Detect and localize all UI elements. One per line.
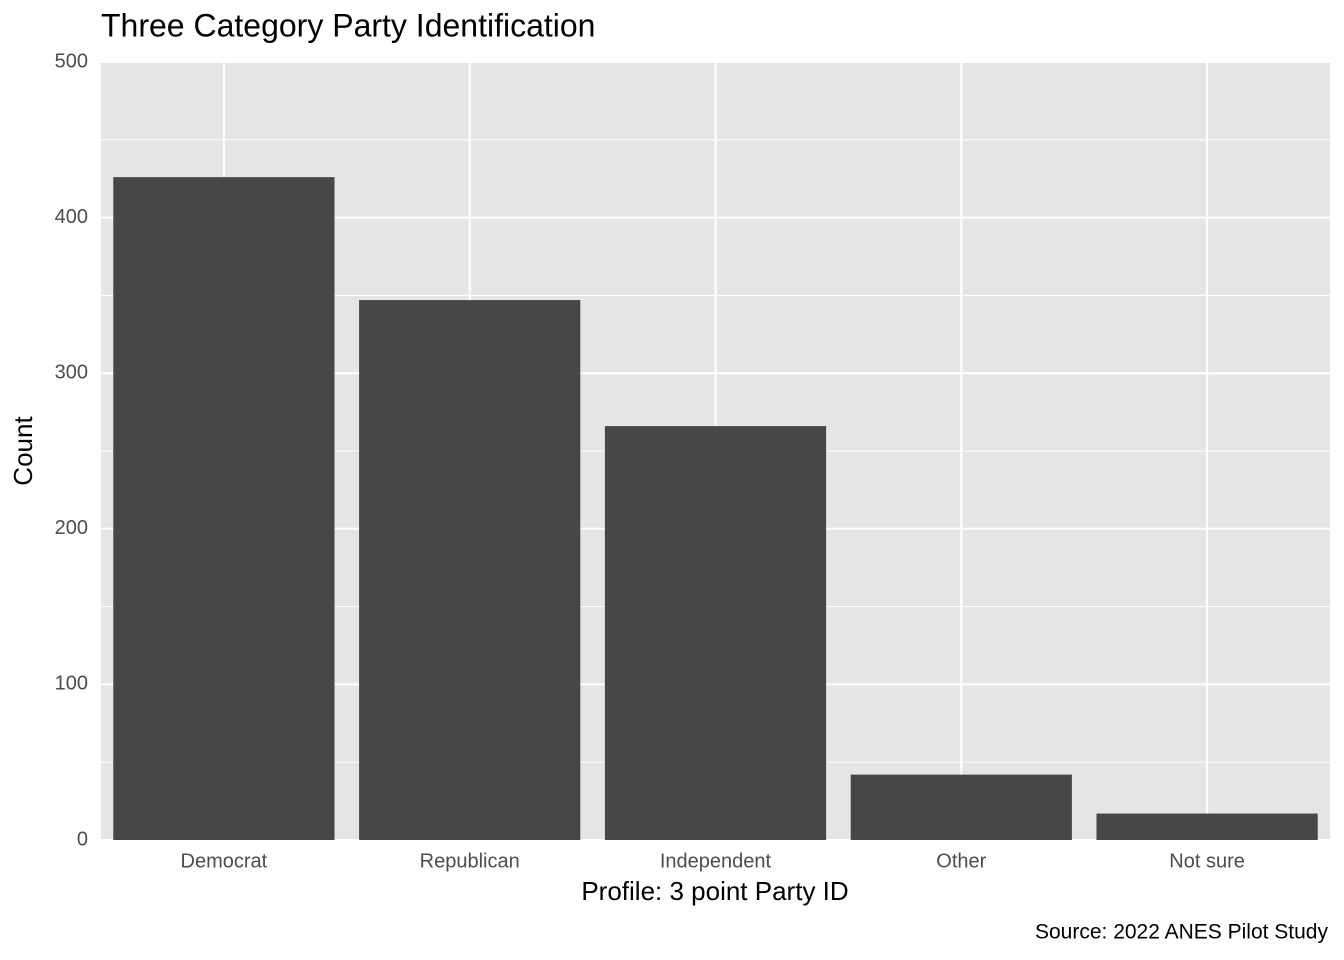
bar — [1096, 813, 1318, 840]
x-tick-label: Democrat — [181, 850, 268, 872]
bar — [604, 426, 827, 840]
x-tick-label: Other — [936, 850, 986, 872]
bar — [850, 774, 1072, 840]
x-tick-label: Not sure — [1169, 850, 1245, 872]
y-tick-label: 0 — [77, 828, 88, 850]
y-tick-label: 300 — [55, 361, 88, 383]
caption: Source: 2022 ANES Pilot Study — [1035, 921, 1329, 944]
y-tick-label: 100 — [55, 673, 88, 695]
bar — [359, 300, 581, 840]
x-tick-label: Republican — [420, 850, 520, 872]
y-tick-label: 400 — [55, 206, 88, 228]
bar — [113, 177, 335, 841]
y-axis-title: Count — [8, 416, 38, 486]
chart-title: Three Category Party Identification — [101, 7, 595, 43]
x-axis-title: Profile: 3 point Party ID — [581, 876, 848, 906]
y-tick-label: 200 — [55, 517, 88, 539]
y-tick-label: 500 — [55, 50, 88, 72]
x-tick-label: Independent — [660, 850, 772, 872]
